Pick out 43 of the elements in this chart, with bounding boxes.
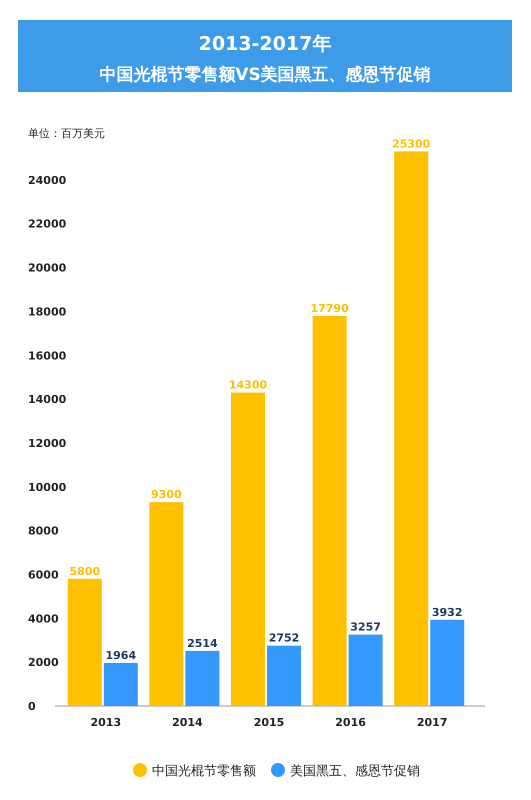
- bar: [104, 662, 138, 706]
- y-tick-label: 22000: [28, 218, 67, 231]
- x-tick-label: 2013: [90, 716, 122, 729]
- bar: [312, 316, 347, 706]
- data-label: 3257: [350, 620, 381, 634]
- bar: [185, 650, 220, 706]
- y-tick-label: 14000: [28, 393, 67, 406]
- legend-label: 中国光棍节零售额: [152, 764, 256, 779]
- data-label: 1964: [105, 648, 136, 662]
- y-tick-label: 24000: [28, 174, 67, 187]
- bar: [231, 392, 265, 706]
- data-label: 9300: [151, 488, 182, 502]
- bar: [430, 620, 464, 706]
- y-tick-label: 2000: [28, 656, 59, 670]
- data-label: 5800: [69, 564, 100, 578]
- x-tick-label: 2017: [416, 716, 448, 729]
- y-tick-label: 8000: [28, 524, 59, 538]
- data-label: 2514: [187, 636, 218, 650]
- y-tick-label: 0: [28, 700, 36, 713]
- y-tick-label: 18000: [28, 305, 67, 318]
- data-label: 3932: [432, 606, 463, 619]
- x-tick-label: 2014: [172, 716, 204, 729]
- data-label: 2752: [268, 632, 300, 645]
- chart-title: 2013-2017年: [198, 33, 332, 55]
- bar: [267, 646, 301, 706]
- chart-subtitle: 中国光棍节零售额VS美国黑五、感恩节促销: [99, 65, 431, 85]
- y-axis-title: 单位：百万美元: [28, 127, 105, 140]
- x-tick-label: 2016: [335, 716, 366, 729]
- bar: [149, 502, 184, 706]
- data-label: 25300: [392, 137, 431, 150]
- legend-label: 美国黑五、感恩节促销: [290, 763, 420, 779]
- y-tick-label: 10000: [28, 480, 67, 494]
- bar: [394, 151, 428, 706]
- y-tick-label: 6000: [28, 568, 59, 582]
- x-tick-label: 2015: [254, 716, 284, 729]
- data-label: 14300: [228, 378, 268, 392]
- y-tick-label: 4000: [28, 612, 59, 626]
- bar: [68, 578, 102, 706]
- data-label: 17790: [310, 302, 350, 316]
- y-tick-label: 12000: [28, 436, 67, 450]
- y-tick-label: 20000: [28, 262, 67, 275]
- bar: [348, 634, 383, 706]
- y-tick-label: 16000: [28, 349, 67, 362]
